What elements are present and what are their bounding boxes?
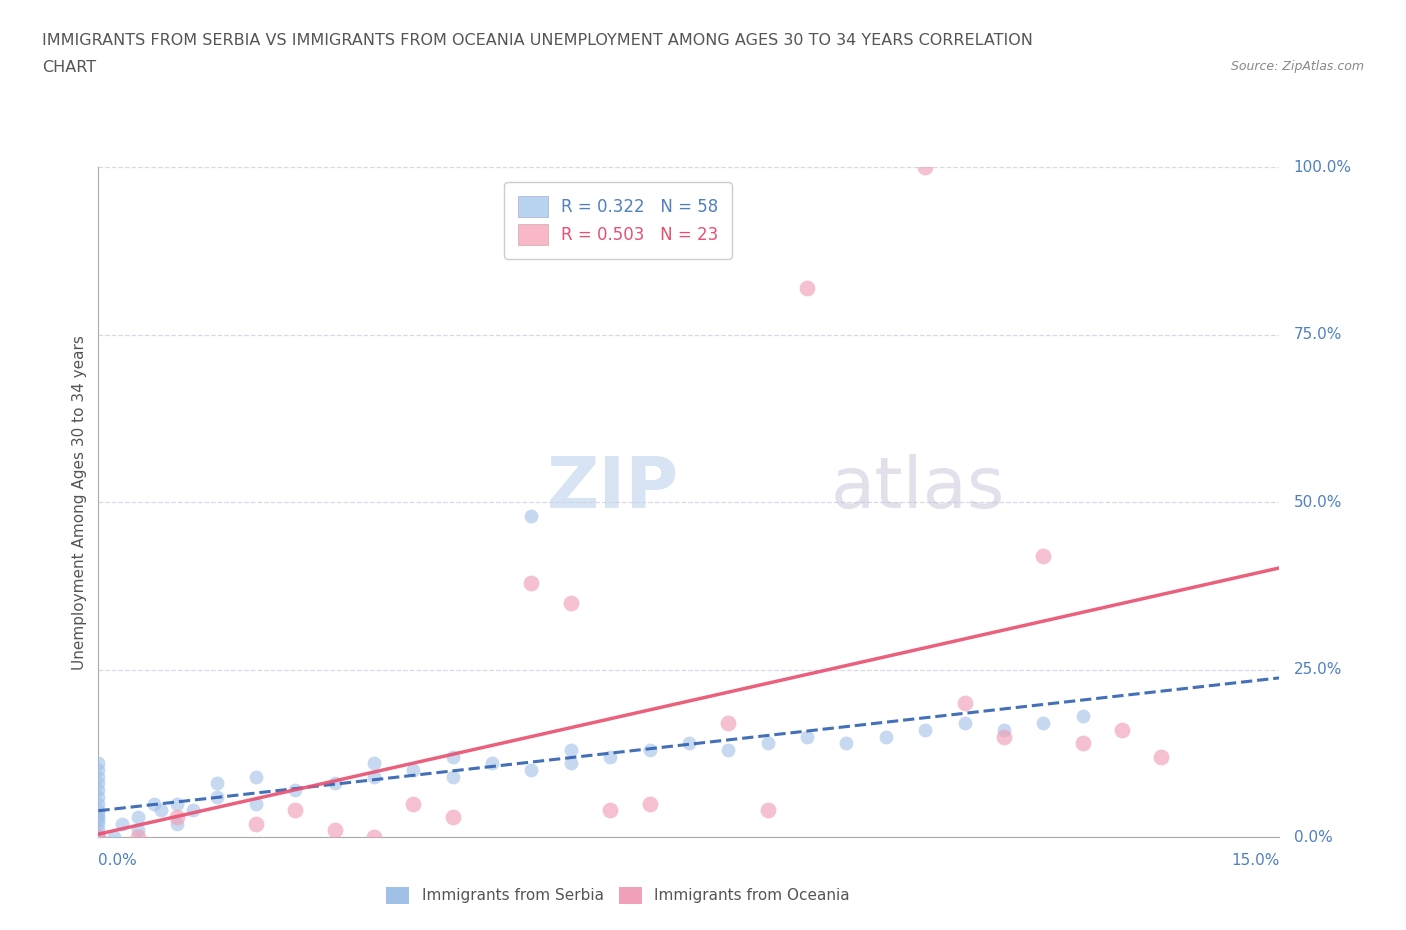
Point	[87, 796, 110, 811]
Point	[127, 809, 149, 824]
Point	[245, 817, 267, 831]
Text: 15.0%: 15.0%	[1232, 853, 1279, 868]
Point	[678, 736, 700, 751]
Text: 25.0%: 25.0%	[1294, 662, 1341, 677]
Point	[87, 809, 110, 824]
Point	[245, 796, 267, 811]
Point	[402, 796, 425, 811]
Point	[756, 803, 779, 817]
Point	[87, 776, 110, 790]
Point	[520, 508, 543, 523]
Text: IMMIGRANTS FROM SERBIA VS IMMIGRANTS FROM OCEANIA UNEMPLOYMENT AMONG AGES 30 TO : IMMIGRANTS FROM SERBIA VS IMMIGRANTS FRO…	[42, 33, 1033, 47]
Point	[441, 769, 464, 784]
Point	[599, 803, 621, 817]
Point	[953, 716, 976, 731]
Point	[560, 742, 582, 757]
Text: 75.0%: 75.0%	[1294, 327, 1341, 342]
Legend: Immigrants from Serbia, Immigrants from Oceania: Immigrants from Serbia, Immigrants from …	[381, 881, 856, 910]
Point	[87, 830, 110, 844]
Text: 100.0%: 100.0%	[1294, 160, 1351, 175]
Point	[796, 281, 818, 296]
Text: CHART: CHART	[42, 60, 96, 75]
Text: 0.0%: 0.0%	[98, 853, 138, 868]
Point	[205, 790, 228, 804]
Point	[166, 796, 188, 811]
Point	[1150, 750, 1173, 764]
Point	[284, 783, 307, 798]
Text: atlas: atlas	[831, 455, 1005, 524]
Point	[756, 736, 779, 751]
Point	[142, 796, 165, 811]
Point	[638, 796, 661, 811]
Point	[1111, 723, 1133, 737]
Point	[87, 756, 110, 771]
Point	[87, 830, 110, 844]
Point	[166, 809, 188, 824]
Point	[87, 803, 110, 817]
Point	[150, 803, 173, 817]
Point	[87, 830, 110, 844]
Point	[127, 830, 149, 844]
Point	[111, 817, 134, 831]
Point	[363, 830, 385, 844]
Point	[717, 716, 740, 731]
Point	[599, 750, 621, 764]
Point	[363, 756, 385, 771]
Text: ZIP: ZIP	[547, 455, 679, 524]
Point	[245, 769, 267, 784]
Text: 50.0%: 50.0%	[1294, 495, 1341, 510]
Point	[166, 817, 188, 831]
Point	[87, 763, 110, 777]
Point	[402, 763, 425, 777]
Point	[87, 806, 110, 821]
Point	[205, 776, 228, 790]
Point	[87, 830, 110, 844]
Point	[87, 830, 110, 844]
Point	[1032, 716, 1054, 731]
Point	[993, 723, 1015, 737]
Point	[638, 742, 661, 757]
Y-axis label: Unemployment Among Ages 30 to 34 years: Unemployment Among Ages 30 to 34 years	[72, 335, 87, 670]
Point	[796, 729, 818, 744]
Point	[87, 769, 110, 784]
Point	[363, 769, 385, 784]
Point	[87, 830, 110, 844]
Point	[520, 575, 543, 590]
Point	[103, 830, 125, 844]
Point	[441, 809, 464, 824]
Point	[323, 823, 346, 838]
Point	[87, 813, 110, 828]
Text: 0.0%: 0.0%	[1294, 830, 1333, 844]
Point	[323, 776, 346, 790]
Point	[1071, 736, 1094, 751]
Point	[441, 750, 464, 764]
Point	[87, 817, 110, 831]
Point	[717, 742, 740, 757]
Point	[953, 696, 976, 711]
Point	[914, 160, 936, 175]
Point	[87, 830, 110, 844]
Point	[1071, 709, 1094, 724]
Point	[87, 823, 110, 838]
Point	[1032, 549, 1054, 564]
Point	[284, 803, 307, 817]
Point	[560, 756, 582, 771]
Point	[127, 823, 149, 838]
Point	[181, 803, 204, 817]
Point	[520, 763, 543, 777]
Point	[914, 723, 936, 737]
Point	[875, 729, 897, 744]
Point	[481, 756, 503, 771]
Point	[87, 783, 110, 798]
Point	[87, 790, 110, 804]
Point	[87, 830, 110, 844]
Text: Source: ZipAtlas.com: Source: ZipAtlas.com	[1230, 60, 1364, 73]
Point	[993, 729, 1015, 744]
Point	[835, 736, 858, 751]
Point	[560, 595, 582, 610]
